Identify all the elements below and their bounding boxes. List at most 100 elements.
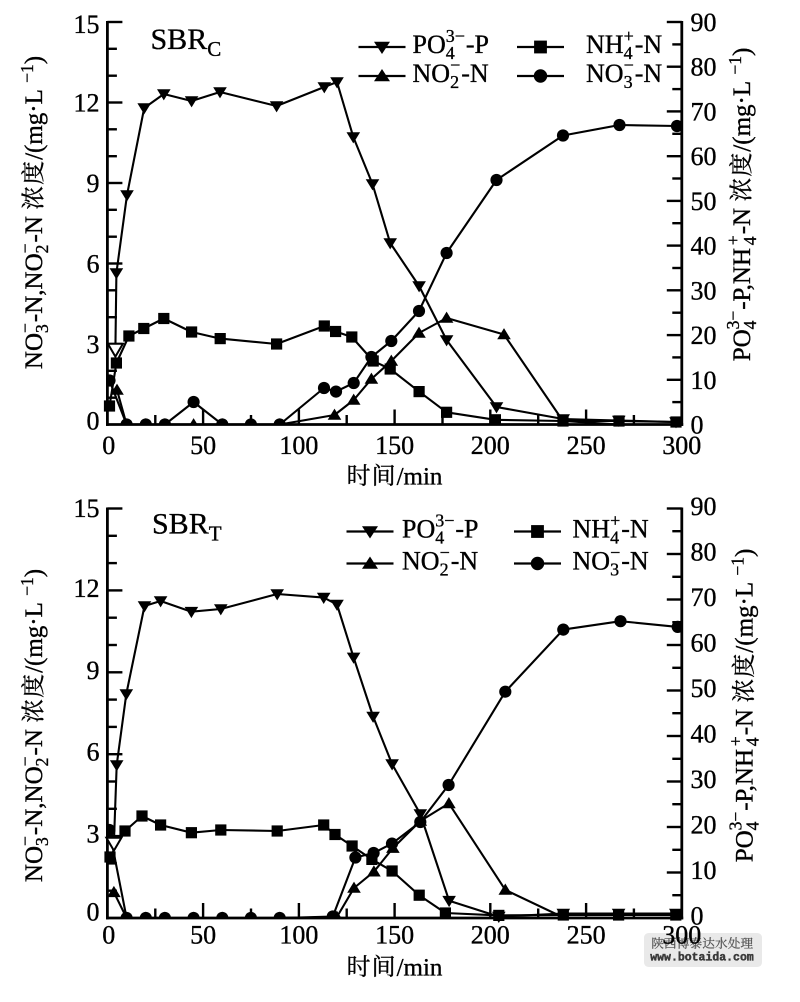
svg-text:+: +	[624, 26, 634, 46]
svg-text:-P: -P	[466, 30, 489, 59]
svg-text:): )	[21, 569, 48, 577]
svg-text:4: 4	[743, 821, 763, 830]
svg-text:20: 20	[691, 811, 717, 840]
svg-text:−: −	[450, 55, 460, 75]
svg-text:3: 3	[32, 324, 52, 333]
svg-text:-N: -N	[461, 59, 489, 88]
svg-text:3−: 3−	[446, 26, 465, 46]
svg-text:-N: -N	[21, 216, 48, 242]
svg-text:3−: 3−	[435, 511, 454, 531]
svg-text:3: 3	[87, 820, 100, 849]
svg-text:+: +	[726, 736, 746, 746]
svg-text:40: 40	[691, 720, 717, 749]
svg-text:NO: NO	[413, 59, 451, 88]
svg-text:-N,NO: -N,NO	[21, 766, 48, 835]
svg-text:NO: NO	[21, 846, 48, 882]
svg-text:/(mg·L: /(mg·L	[21, 602, 48, 673]
svg-text:90: 90	[691, 492, 717, 521]
svg-text:3: 3	[32, 837, 52, 846]
svg-text:15: 15	[74, 494, 100, 523]
svg-text:0: 0	[87, 898, 100, 927]
svg-text:NO: NO	[586, 59, 624, 88]
svg-text:4: 4	[624, 43, 633, 63]
svg-text:10: 10	[691, 366, 717, 395]
svg-text:−: −	[15, 323, 35, 333]
svg-text:30: 30	[691, 276, 717, 305]
svg-text:20: 20	[691, 321, 717, 350]
svg-text:−1: −1	[725, 56, 745, 75]
svg-text:0: 0	[691, 902, 704, 931]
svg-text:3−: 3−	[723, 311, 743, 330]
svg-text:−: −	[15, 243, 35, 253]
svg-text:NO: NO	[573, 547, 611, 576]
svg-text:80: 80	[691, 538, 717, 567]
svg-text:70: 70	[691, 583, 717, 612]
svg-text:PO: PO	[732, 830, 759, 862]
svg-text:www.botaida.com: www.botaida.com	[650, 952, 754, 965]
svg-text:2: 2	[440, 560, 449, 580]
svg-text:250: 250	[567, 921, 606, 950]
svg-text:200: 200	[471, 431, 510, 460]
svg-text:-N: -N	[621, 515, 649, 544]
svg-text:70: 70	[691, 97, 717, 126]
svg-text:100: 100	[279, 921, 318, 950]
svg-text:12: 12	[74, 89, 100, 118]
svg-text:2: 2	[32, 758, 52, 767]
svg-text:9: 9	[87, 656, 100, 685]
svg-text:3: 3	[87, 330, 100, 359]
svg-text:−: −	[15, 756, 35, 766]
svg-text:10: 10	[691, 856, 717, 885]
svg-text:−: −	[624, 55, 634, 75]
svg-text:3: 3	[610, 560, 619, 580]
svg-text:0: 0	[87, 407, 100, 436]
svg-text:PO: PO	[402, 515, 435, 544]
svg-text:60: 60	[691, 629, 717, 658]
svg-text:-N: -N	[635, 30, 663, 59]
svg-text:4: 4	[740, 236, 760, 245]
svg-text:/(mg·L: /(mg·L	[732, 582, 759, 653]
svg-text:NO: NO	[21, 333, 48, 369]
svg-text:60: 60	[691, 142, 717, 171]
svg-text:2: 2	[32, 245, 52, 254]
svg-text:-N: -N	[21, 729, 48, 755]
svg-text:80: 80	[691, 53, 717, 82]
svg-text:40: 40	[691, 232, 717, 261]
svg-text:): )	[732, 549, 759, 557]
svg-text:): )	[729, 48, 756, 56]
svg-text:/min: /min	[397, 955, 443, 982]
svg-text:+: +	[610, 511, 620, 531]
svg-text:PO: PO	[413, 30, 446, 59]
svg-text:-N,NO: -N,NO	[21, 253, 48, 322]
svg-text:0: 0	[102, 431, 115, 460]
svg-text:50: 50	[190, 431, 216, 460]
svg-text:50: 50	[691, 674, 717, 703]
svg-text:): )	[21, 56, 48, 64]
svg-text:200: 200	[471, 921, 510, 950]
svg-text:-P: -P	[455, 515, 478, 544]
svg-text:90: 90	[691, 8, 717, 37]
svg-text:T: T	[209, 522, 222, 546]
svg-text:2: 2	[450, 72, 459, 92]
svg-text:−: −	[440, 543, 450, 563]
svg-text:+: +	[723, 235, 743, 245]
svg-text:300: 300	[662, 431, 701, 460]
svg-text:4: 4	[743, 737, 763, 746]
svg-text:NO: NO	[402, 547, 440, 576]
svg-text:300: 300	[662, 921, 701, 950]
svg-text:30: 30	[691, 765, 717, 794]
svg-text:/min: /min	[397, 464, 443, 491]
svg-text:150: 150	[375, 921, 414, 950]
svg-text:0: 0	[102, 921, 115, 950]
svg-text:6: 6	[87, 250, 100, 279]
svg-text:NH: NH	[586, 30, 624, 59]
svg-text:100: 100	[279, 431, 318, 460]
svg-text:150: 150	[375, 431, 414, 460]
svg-text:-N: -N	[635, 59, 663, 88]
svg-text:4: 4	[435, 528, 444, 548]
svg-text:0: 0	[691, 411, 704, 440]
svg-text:4: 4	[740, 320, 760, 329]
svg-text:/(mg·L: /(mg·L	[21, 89, 48, 160]
svg-text:-N: -N	[732, 709, 759, 735]
svg-text:-N: -N	[621, 547, 649, 576]
svg-text:−1: −1	[17, 64, 37, 83]
